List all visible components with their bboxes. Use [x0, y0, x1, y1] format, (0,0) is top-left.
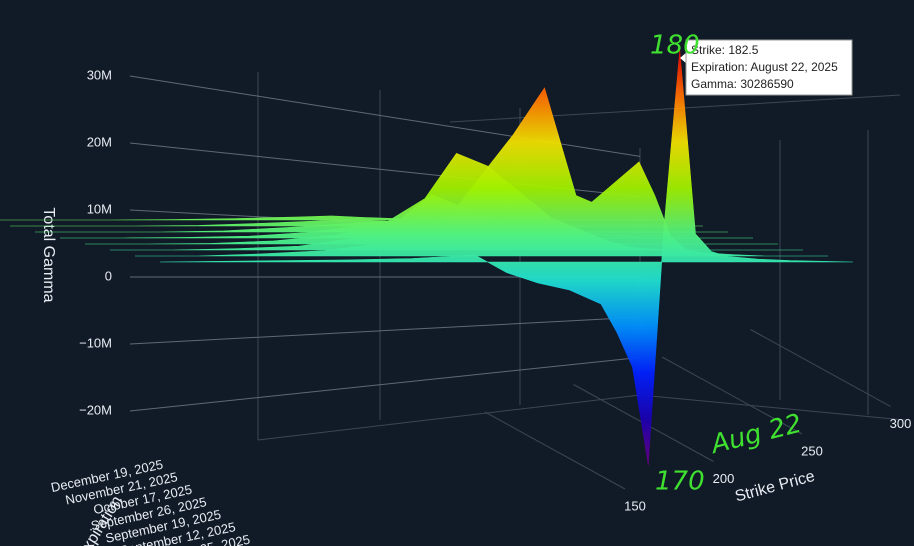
grid-line — [661, 356, 803, 435]
tooltip-line: Expiration: August 22, 2025 — [691, 60, 838, 74]
z-axis-title: Total Gamma — [40, 207, 57, 302]
x-tick-label: 200 — [713, 471, 735, 486]
annotation: 170 — [655, 467, 705, 497]
grid-line — [129, 75, 641, 157]
backdrop-line — [639, 394, 906, 421]
z-tick-label: −10M — [79, 335, 112, 350]
tooltip-box — [685, 39, 853, 96]
x-tick-label: 300 — [890, 416, 912, 431]
z-tick-label: −20M — [79, 402, 112, 417]
grid-line — [129, 356, 641, 412]
tooltip-line: Strike: 182.5 — [691, 43, 759, 57]
annotation: Aug 22 — [706, 409, 805, 461]
tooltip-line: Gamma: 30286590 — [691, 77, 794, 91]
surface — [0, 49, 854, 466]
surface-row — [159, 49, 854, 466]
x-tick-label: 150 — [624, 498, 646, 513]
tooltip-pointer — [680, 52, 687, 64]
x-tick-label: 250 — [801, 443, 823, 458]
backdrop-line — [257, 394, 641, 441]
grid-line — [129, 316, 641, 345]
z-tick-label: 10M — [87, 201, 112, 216]
z-tick-label: 30M — [87, 67, 112, 82]
grid-line — [750, 329, 891, 407]
grid-line — [484, 411, 626, 490]
x-axis-title: Strike Price — [733, 468, 817, 506]
z-tick-label: 20M — [87, 134, 112, 149]
z-tick-label: 0 — [105, 268, 112, 283]
annotation: 180 — [650, 31, 700, 61]
tooltip: Strike: 182.5 Expiration: August 22, 202… — [680, 39, 853, 96]
